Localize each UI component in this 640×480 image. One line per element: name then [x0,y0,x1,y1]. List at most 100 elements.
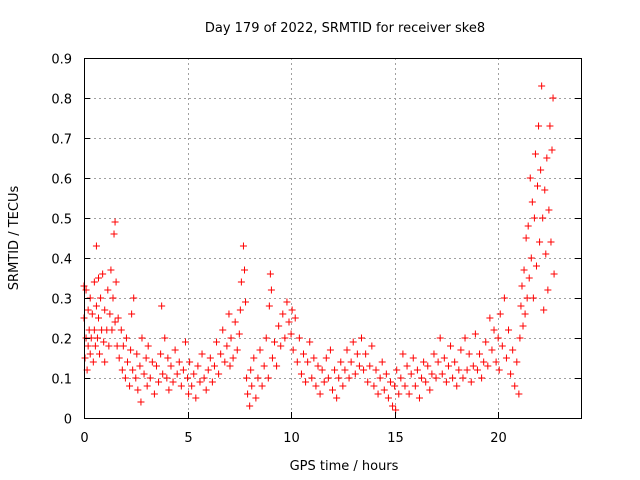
data-point [316,390,324,398]
data-point [544,286,552,294]
data-point [225,310,233,318]
data-point [484,362,492,370]
data-point [496,310,504,318]
data-point [312,382,320,390]
data-point [167,362,175,370]
data-point [240,266,248,274]
data-point [94,274,102,282]
data-point [465,350,473,358]
data-point [148,358,156,366]
data-point [531,150,539,158]
data-point [525,274,533,282]
data-point [545,206,553,214]
data-point [528,198,536,206]
data-point [300,350,308,358]
data-point [355,362,363,370]
data-point [534,182,542,190]
data-point [449,374,457,382]
data-point [329,386,336,394]
data-point [268,354,276,362]
data-point [94,314,102,322]
data-point [401,382,409,390]
data-point [546,122,554,130]
data-point [453,382,461,390]
data-point [117,326,125,334]
data-point [495,366,503,374]
data-point [107,266,115,274]
data-point [420,358,428,366]
x-tick-label: 20 [490,431,507,446]
data-point [109,294,117,302]
data-point [161,334,169,342]
data-point [242,298,250,306]
y-tick-label: 0.4 [51,253,72,268]
data-point [333,394,341,402]
data-point [537,166,545,174]
data-point [206,354,214,362]
plot-frame [84,58,582,419]
data-point [357,334,365,342]
data-point [99,270,107,278]
data-point [243,374,251,382]
data-point [262,334,270,342]
data-point [227,334,235,342]
data-point [258,382,266,390]
data-point [516,334,524,342]
data-point [202,386,210,394]
data-point [451,358,459,366]
data-point [92,302,100,310]
data-point [397,374,405,382]
data-point [535,122,543,130]
data-point [492,358,500,366]
data-point [140,370,148,378]
data-point [130,294,138,302]
data-point [509,346,517,354]
data-point [540,306,548,314]
data-point [81,354,89,362]
data-point [127,346,135,354]
data-point [447,342,455,350]
data-point [543,154,551,162]
data-point [163,374,171,382]
data-points [80,82,558,414]
data-point [542,250,550,258]
data-point [345,374,353,382]
data-point [169,378,177,386]
data-point [233,346,241,354]
data-point [236,306,244,314]
data-point [513,358,521,366]
data-point [175,358,183,366]
y-tick-label: 0.7 [51,133,72,148]
data-point [436,334,444,342]
data-point [171,346,179,354]
data-point [219,326,227,334]
data-point [137,398,145,406]
y-tick-label: 0 [64,413,72,428]
data-point [123,358,131,366]
data-point [536,238,544,246]
data-point [110,230,118,238]
data-point [101,358,109,366]
data-point [204,366,212,374]
data-point [254,374,262,382]
data-point [210,362,218,370]
data-point [111,318,119,326]
data-point [186,358,194,366]
data-point [331,366,339,374]
data-point [548,146,556,154]
data-point [217,350,225,358]
data-point [403,362,411,370]
data-point [164,354,172,362]
data-point [480,358,488,366]
data-point [144,342,152,350]
data-point [198,350,206,358]
data-point [353,350,361,358]
data-point [364,378,372,386]
data-point [281,334,289,342]
y-tick-label: 0.3 [51,293,72,308]
data-point [96,350,104,358]
data-point [260,362,268,370]
data-point [277,342,285,350]
data-point [518,282,526,290]
